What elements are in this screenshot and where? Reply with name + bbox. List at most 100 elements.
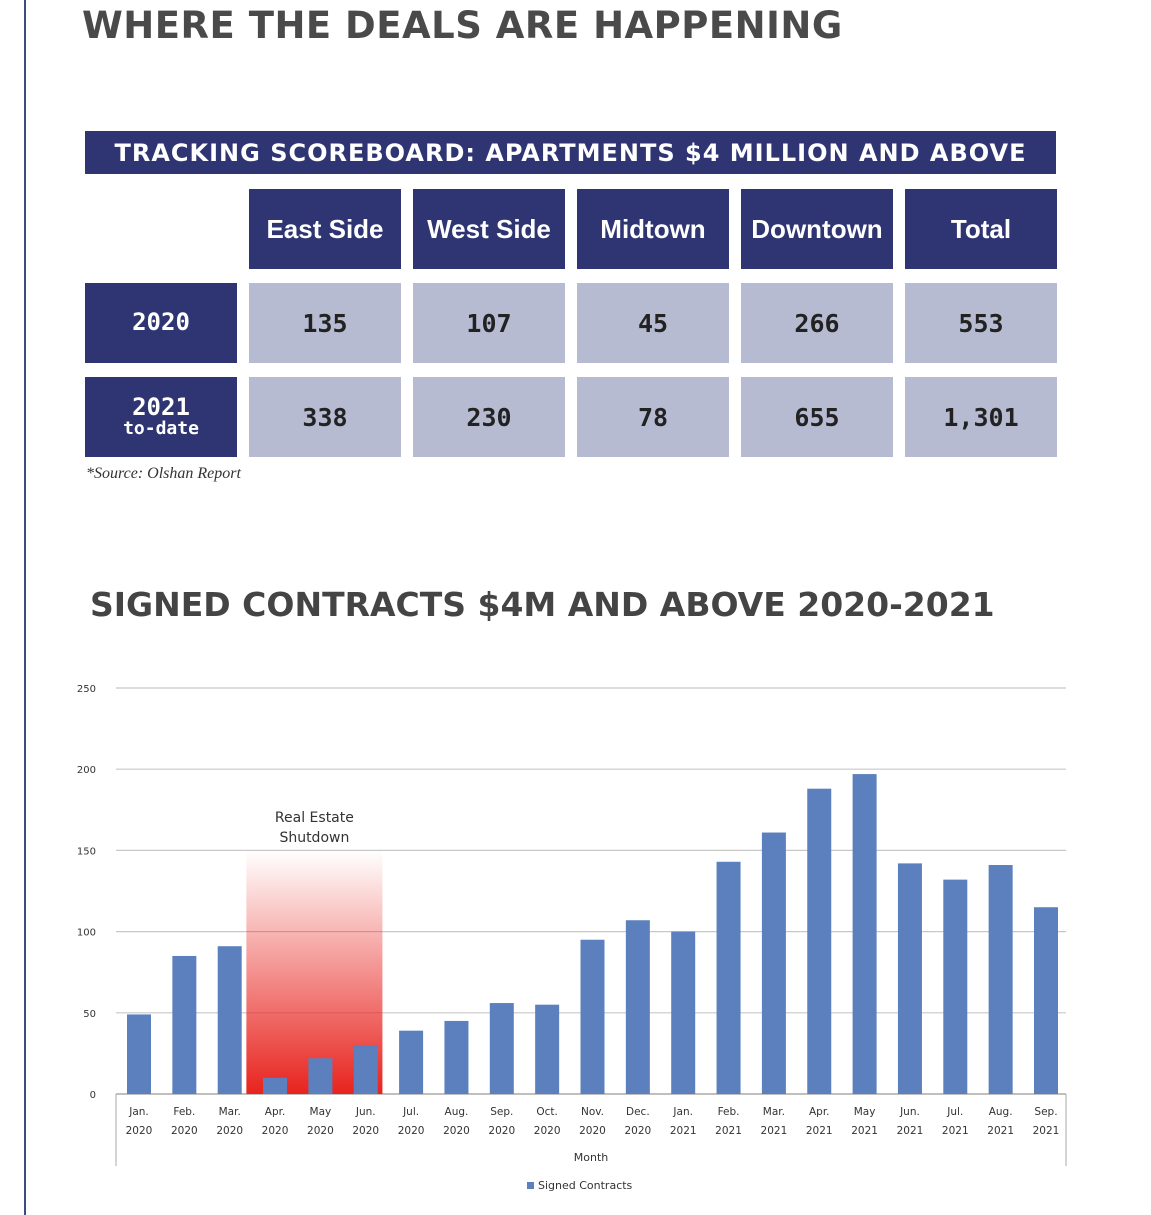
bar: [308, 1058, 333, 1094]
bar: [535, 1004, 560, 1094]
x-tick-label: 2021: [897, 1125, 924, 1137]
y-tick-label: 50: [83, 1009, 96, 1020]
table-cell: 78: [577, 377, 729, 457]
x-tick-label: Feb.: [173, 1106, 195, 1118]
x-tick-label: 2020: [579, 1125, 606, 1137]
column-header: East Side: [249, 189, 401, 269]
scoreboard-title: TRACKING SCOREBOARD: APARTMENTS $4 MILLI…: [85, 131, 1056, 174]
x-tick-label: Sep.: [490, 1106, 513, 1118]
bar: [444, 1020, 469, 1094]
column-header: West Side: [413, 189, 565, 269]
y-tick-label: 100: [77, 928, 96, 939]
x-tick-label: 2021: [942, 1125, 969, 1137]
x-tick-label: Jan.: [128, 1106, 149, 1118]
bar: [489, 1003, 514, 1094]
x-tick-label: Oct.: [536, 1106, 558, 1118]
row-header-year: 2021 to-date: [85, 377, 237, 457]
x-tick-label: Mar.: [219, 1106, 241, 1118]
column-header: Midtown: [577, 189, 729, 269]
x-tick-label: Mar.: [763, 1106, 785, 1118]
page-headline: WHERE THE DEALS ARE HAPPENING: [82, 4, 843, 47]
column-header: Downtown: [741, 189, 893, 269]
x-tick-label: 2020: [624, 1125, 651, 1137]
chart-title: SIGNED CONTRACTS $4M AND ABOVE 2020-2021: [90, 585, 995, 624]
x-tick-label: 2020: [398, 1125, 425, 1137]
x-tick-label: May: [310, 1106, 332, 1118]
bar: [263, 1077, 288, 1094]
x-tick-label: 2021: [987, 1125, 1014, 1137]
shutdown-annotation-label: Shutdown: [279, 830, 349, 846]
bar: [807, 788, 832, 1094]
x-tick-label: 2020: [126, 1125, 153, 1137]
bar: [716, 861, 741, 1094]
bar: [217, 946, 242, 1094]
x-tick-label: 2020: [262, 1125, 289, 1137]
table-cell: 135: [249, 283, 401, 363]
bar: [127, 1014, 151, 1094]
bar: [988, 865, 1013, 1094]
table-cell: 107: [413, 283, 565, 363]
source-note: *Source: Olshan Report: [86, 465, 241, 482]
x-tick-label: Aug.: [989, 1106, 1013, 1118]
x-tick-label: Jun.: [355, 1106, 376, 1118]
x-tick-label: Sep.: [1034, 1106, 1057, 1118]
table-cell: 1,301: [905, 377, 1057, 457]
x-tick-label: 2021: [806, 1125, 833, 1137]
x-tick-label: Nov.: [581, 1106, 604, 1118]
bar: [761, 832, 786, 1094]
x-tick-label: Jul.: [402, 1106, 419, 1118]
x-tick-label: Jan.: [672, 1106, 693, 1118]
x-tick-label: Dec.: [626, 1106, 650, 1118]
shutdown-annotation-label: Real Estate: [275, 810, 354, 826]
x-tick-label: 2020: [352, 1125, 379, 1137]
x-tick-label: 2021: [761, 1125, 788, 1137]
row-year-label: 2021: [132, 392, 190, 421]
x-tick-label: Apr.: [265, 1106, 286, 1118]
x-tick-label: 2021: [1033, 1125, 1060, 1137]
row-year-sublabel: to-date: [123, 418, 199, 440]
row-header-year: 2020: [85, 283, 237, 363]
bar: [671, 931, 696, 1094]
x-tick-label: 2020: [488, 1125, 515, 1137]
x-tick-label: 2020: [216, 1125, 243, 1137]
x-tick-label: 2020: [534, 1125, 561, 1137]
x-tick-label: Jun.: [899, 1106, 920, 1118]
x-tick-label: 2020: [443, 1125, 470, 1137]
bar: [943, 879, 968, 1094]
bar: [1034, 907, 1058, 1094]
x-tick-label: Apr.: [809, 1106, 830, 1118]
bar: [172, 955, 197, 1094]
bar: [852, 774, 877, 1094]
x-tick-label: 2021: [670, 1125, 697, 1137]
x-tick-label: May: [854, 1106, 876, 1118]
y-tick-label: 150: [77, 846, 96, 857]
table-cell: 655: [741, 377, 893, 457]
column-header: Total: [905, 189, 1057, 269]
table-cell: 553: [905, 283, 1057, 363]
bar: [625, 920, 650, 1094]
legend-label: Signed Contracts: [538, 1179, 633, 1192]
bar: [580, 939, 605, 1094]
x-tick-label: 2021: [715, 1125, 742, 1137]
bar: [399, 1030, 424, 1094]
x-tick-label: 2021: [851, 1125, 878, 1137]
x-tick-label: Aug.: [445, 1106, 469, 1118]
table-cell: 266: [741, 283, 893, 363]
table-cell: 338: [249, 377, 401, 457]
table-cell: 230: [413, 377, 565, 457]
y-tick-label: 200: [77, 765, 96, 776]
x-tick-label: Feb.: [718, 1106, 740, 1118]
table-cell: 45: [577, 283, 729, 363]
x-tick-label: Jul.: [946, 1106, 963, 1118]
legend-swatch: [527, 1182, 534, 1189]
x-tick-label: 2020: [171, 1125, 198, 1137]
bar: [897, 863, 922, 1094]
x-axis-title: Month: [574, 1151, 609, 1164]
left-rule: [24, 0, 26, 1215]
row-year-label: 2020: [132, 308, 190, 337]
bar: [353, 1045, 378, 1094]
x-tick-label: 2020: [307, 1125, 334, 1137]
y-tick-label: 250: [77, 684, 96, 695]
y-tick-label: 0: [90, 1090, 96, 1101]
